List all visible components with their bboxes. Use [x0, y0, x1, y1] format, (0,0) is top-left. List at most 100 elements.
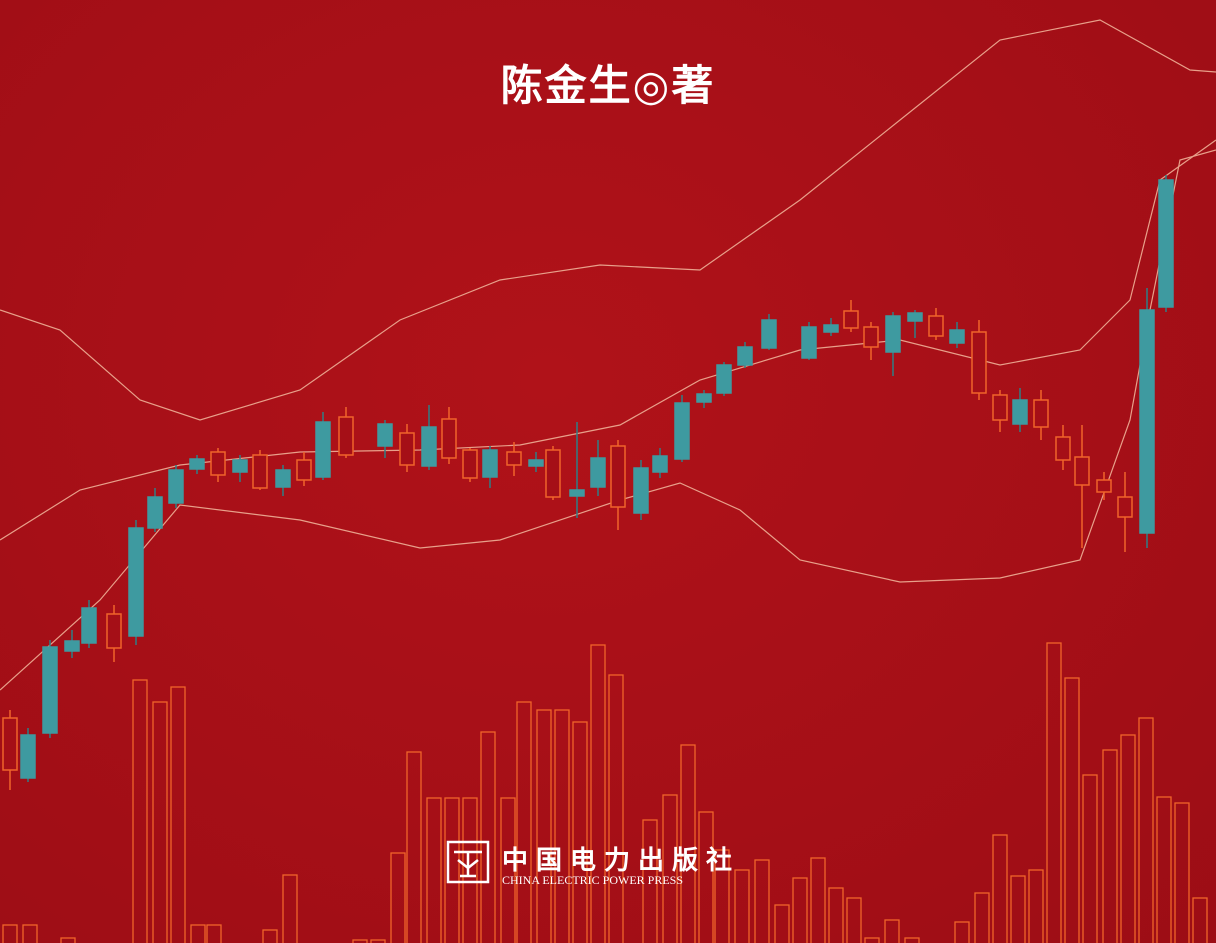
- volume-bar: [170, 686, 186, 943]
- candle-body: [399, 432, 415, 466]
- publisher-name-cn: 中国电力出版社: [502, 846, 741, 876]
- candle-body: [1158, 179, 1174, 308]
- candle-body: [377, 423, 393, 447]
- volume-bar: [662, 794, 678, 943]
- candle-body: [1012, 399, 1028, 425]
- candle-body: [315, 421, 331, 478]
- publisher: 中国电力出版社 CHINA ELECTRIC POWER PRESS: [446, 840, 746, 890]
- candle-body: [823, 324, 839, 333]
- volume-bar: [792, 877, 808, 943]
- candle-body: [462, 449, 478, 479]
- volume-bar: [1102, 749, 1118, 943]
- volume-bar: [480, 731, 496, 943]
- candle-body: [81, 607, 97, 644]
- volume-bar: [1046, 642, 1062, 943]
- candle-body: [633, 467, 649, 514]
- volume-bar: [954, 921, 970, 943]
- candle-body: [863, 326, 879, 348]
- candle-body: [737, 346, 753, 366]
- candle-body: [1055, 436, 1071, 461]
- volume-bar: [262, 929, 278, 943]
- volume-bar: [444, 797, 460, 943]
- candle-body: [338, 416, 354, 456]
- volume-bar: [500, 797, 516, 943]
- candle-body: [569, 489, 585, 497]
- candle-body: [128, 527, 144, 637]
- volume-bar: [608, 674, 624, 943]
- volume-bar: [190, 924, 206, 943]
- candle-body: [106, 613, 122, 649]
- volume-bar: [642, 819, 658, 943]
- volume-bar: [2, 924, 18, 943]
- volume-bar: [974, 892, 990, 943]
- candle-body: [1139, 309, 1155, 534]
- volume-bar: [864, 937, 880, 943]
- candle-body: [590, 457, 606, 488]
- candle-body: [42, 646, 58, 734]
- volume-bar: [572, 721, 588, 943]
- volume-bar: [1174, 802, 1190, 943]
- candle-body: [64, 640, 80, 652]
- volume-bar: [426, 797, 442, 943]
- candle-body: [716, 364, 732, 394]
- candle-body: [1117, 496, 1133, 518]
- volume-bar: [462, 797, 478, 943]
- candle-body: [210, 451, 226, 476]
- candle-body: [168, 469, 184, 504]
- volume-bar: [1010, 875, 1026, 943]
- volume-bar: [846, 897, 862, 943]
- candle-body: [992, 394, 1008, 421]
- volume-bar: [1192, 897, 1208, 943]
- volume-bar: [1156, 796, 1172, 943]
- volume-bar: [206, 924, 222, 943]
- candle-body: [441, 418, 457, 459]
- candle-body: [252, 454, 268, 489]
- candle-body: [971, 331, 987, 394]
- candle-body: [761, 319, 777, 349]
- candle-body: [1096, 479, 1112, 493]
- candle-body: [20, 734, 36, 779]
- volume-bar: [554, 709, 570, 943]
- volume-bar: [810, 857, 826, 943]
- volume-bar: [754, 859, 770, 943]
- candle-body: [2, 717, 18, 771]
- volume-bar: [590, 644, 606, 943]
- volume-bar: [884, 919, 900, 943]
- candle-body: [275, 469, 291, 488]
- candle-body: [506, 451, 522, 466]
- candle-body: [928, 315, 944, 337]
- publisher-logo: [446, 840, 490, 884]
- volume-bar: [536, 709, 552, 943]
- volume-bar: [714, 849, 730, 943]
- volume-bar: [828, 887, 844, 943]
- candle-body: [232, 459, 248, 473]
- volume-bar: [22, 924, 38, 943]
- candle-body: [1033, 399, 1049, 428]
- candle-body: [482, 449, 498, 478]
- band-line: [0, 19, 1216, 421]
- volume-bar: [152, 701, 168, 943]
- candle-body: [949, 329, 965, 344]
- candle-body: [696, 393, 712, 403]
- candle-body: [674, 402, 690, 460]
- volume-bar: [992, 834, 1008, 943]
- volume-bar: [406, 751, 422, 943]
- candle-body: [421, 426, 437, 467]
- candle-body: [1074, 456, 1090, 486]
- volume-bar: [282, 874, 298, 943]
- candle-body: [801, 326, 817, 359]
- candle-body: [907, 312, 923, 322]
- volume-bar: [516, 701, 532, 943]
- volume-bar: [734, 869, 750, 943]
- candle-body: [528, 459, 544, 467]
- candle-body: [296, 459, 312, 481]
- volume-bar: [1064, 677, 1080, 943]
- band-line: [0, 149, 1216, 691]
- volume-bar: [1028, 869, 1044, 943]
- volume-bar: [1082, 774, 1098, 943]
- candle-body: [885, 315, 901, 353]
- volume-bar: [390, 852, 406, 943]
- candle-body: [843, 310, 859, 329]
- volume-bar: [132, 679, 148, 943]
